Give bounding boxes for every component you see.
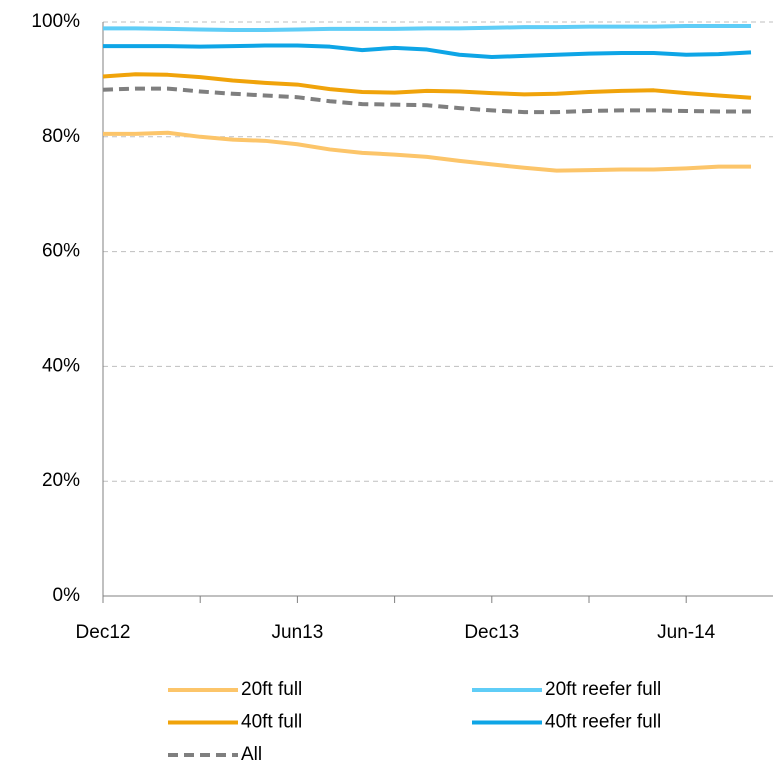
x-tick-label: Jun-14	[657, 622, 716, 643]
y-tick-label: 60%	[42, 241, 80, 262]
legend-label: All	[241, 744, 262, 765]
series-line	[103, 24, 751, 33]
series-line	[103, 130, 751, 173]
legend-label: 20ft full	[241, 679, 302, 700]
y-tick-label: 20%	[42, 470, 80, 491]
y-tick-label: 40%	[42, 355, 80, 376]
x-tick-label: Dec12	[76, 622, 131, 643]
y-tick-label: 100%	[31, 11, 80, 32]
legend-label: 20ft reefer full	[545, 679, 661, 700]
x-tick-label: Dec13	[464, 622, 519, 643]
series-line	[102, 86, 751, 115]
series-line	[102, 72, 752, 100]
legend-label: 40ft reefer full	[545, 712, 661, 733]
legend-label: 40ft full	[241, 712, 302, 733]
x-tick-label: Jun13	[272, 622, 324, 643]
y-tick-label: 80%	[42, 126, 80, 147]
y-tick-label: 0%	[53, 585, 81, 606]
series-line	[103, 43, 752, 60]
